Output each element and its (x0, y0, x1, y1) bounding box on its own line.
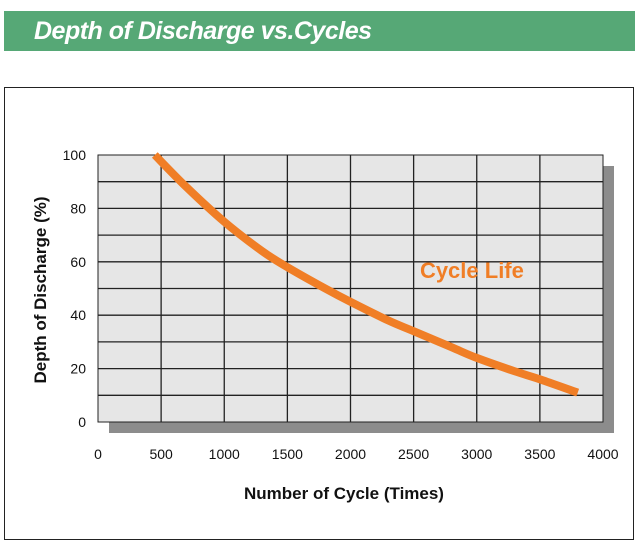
x-tick-label: 1500 (272, 446, 303, 462)
y-tick-label: 0 (78, 414, 86, 430)
y-tick-labels: 0 20 40 60 80 100 (63, 147, 87, 430)
y-tick-label: 20 (70, 361, 86, 377)
y-tick-label: 80 (70, 200, 86, 216)
x-tick-labels: 0 500 1000 1500 2000 2500 3000 3500 4000 (94, 446, 619, 462)
plot-border (97, 154, 604, 423)
x-tick-label: 4000 (587, 446, 618, 462)
y-tick-label: 60 (70, 254, 86, 270)
x-tick-label: 3500 (524, 446, 555, 462)
chart-header-title: Depth of Discharge vs.Cycles (34, 17, 372, 45)
cycle-life-line (151, 152, 580, 397)
grid-lines (98, 155, 603, 422)
x-tick-label: 500 (149, 446, 173, 462)
series-layer (151, 152, 580, 397)
cycle-life-annotation: Cycle Life (420, 258, 524, 283)
x-tick-label: 1000 (209, 446, 240, 462)
x-tick-label: 0 (94, 446, 102, 462)
x-axis-label: Number of Cycle (Times) (244, 484, 444, 503)
y-axis-label: Depth of Discharge (%) (31, 196, 50, 383)
x-tick-label: 2000 (335, 446, 366, 462)
x-tick-label: 2500 (398, 446, 429, 462)
y-tick-label: 100 (63, 147, 87, 163)
x-tick-label: 3000 (461, 446, 492, 462)
y-tick-label: 40 (70, 307, 86, 323)
header-bar: Depth of Discharge vs.Cycles (4, 11, 635, 51)
